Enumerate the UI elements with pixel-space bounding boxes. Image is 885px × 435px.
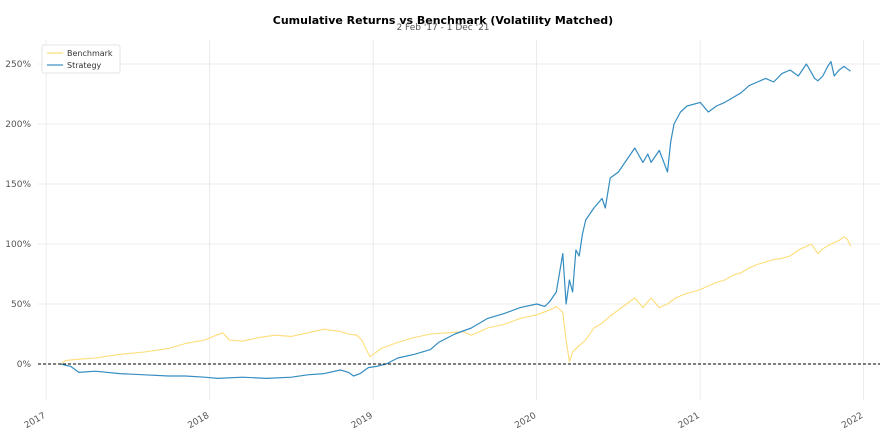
y-tick-label: 0% xyxy=(17,360,32,370)
series-lines xyxy=(60,61,852,379)
x-tick-label: 2017 xyxy=(23,411,48,431)
y-tick-label: 150% xyxy=(5,180,31,190)
x-tick-label: 2022 xyxy=(840,411,865,431)
x-tick-label: 2021 xyxy=(677,411,702,431)
x-tick-label: 2018 xyxy=(186,411,211,431)
x-axis: 2017 2018 2019 2020 2021 2022 xyxy=(23,411,865,431)
chart-title: Cumulative Returns vs Benchmark (Volatil… xyxy=(273,14,613,27)
y-tick-label: 100% xyxy=(5,240,31,250)
grid-lines xyxy=(38,40,880,400)
x-tick-label: 2020 xyxy=(513,411,538,431)
legend-label-benchmark: Benchmark xyxy=(67,49,113,58)
legend: Benchmark Strategy xyxy=(41,44,121,74)
y-tick-label: 200% xyxy=(5,120,31,130)
y-tick-label: 50% xyxy=(11,300,31,310)
y-axis: 0% 50% 100% 150% 200% 250% xyxy=(5,60,31,370)
y-tick-label: 250% xyxy=(5,60,31,70)
legend-box xyxy=(41,44,121,74)
x-tick-label: 2019 xyxy=(350,411,375,431)
series-line-strategy xyxy=(60,61,851,379)
legend-label-strategy: Strategy xyxy=(67,61,102,70)
series-line-benchmark xyxy=(60,236,852,365)
chart-subtitle: 2 Feb '17 - 1 Dec '21 xyxy=(396,23,489,33)
